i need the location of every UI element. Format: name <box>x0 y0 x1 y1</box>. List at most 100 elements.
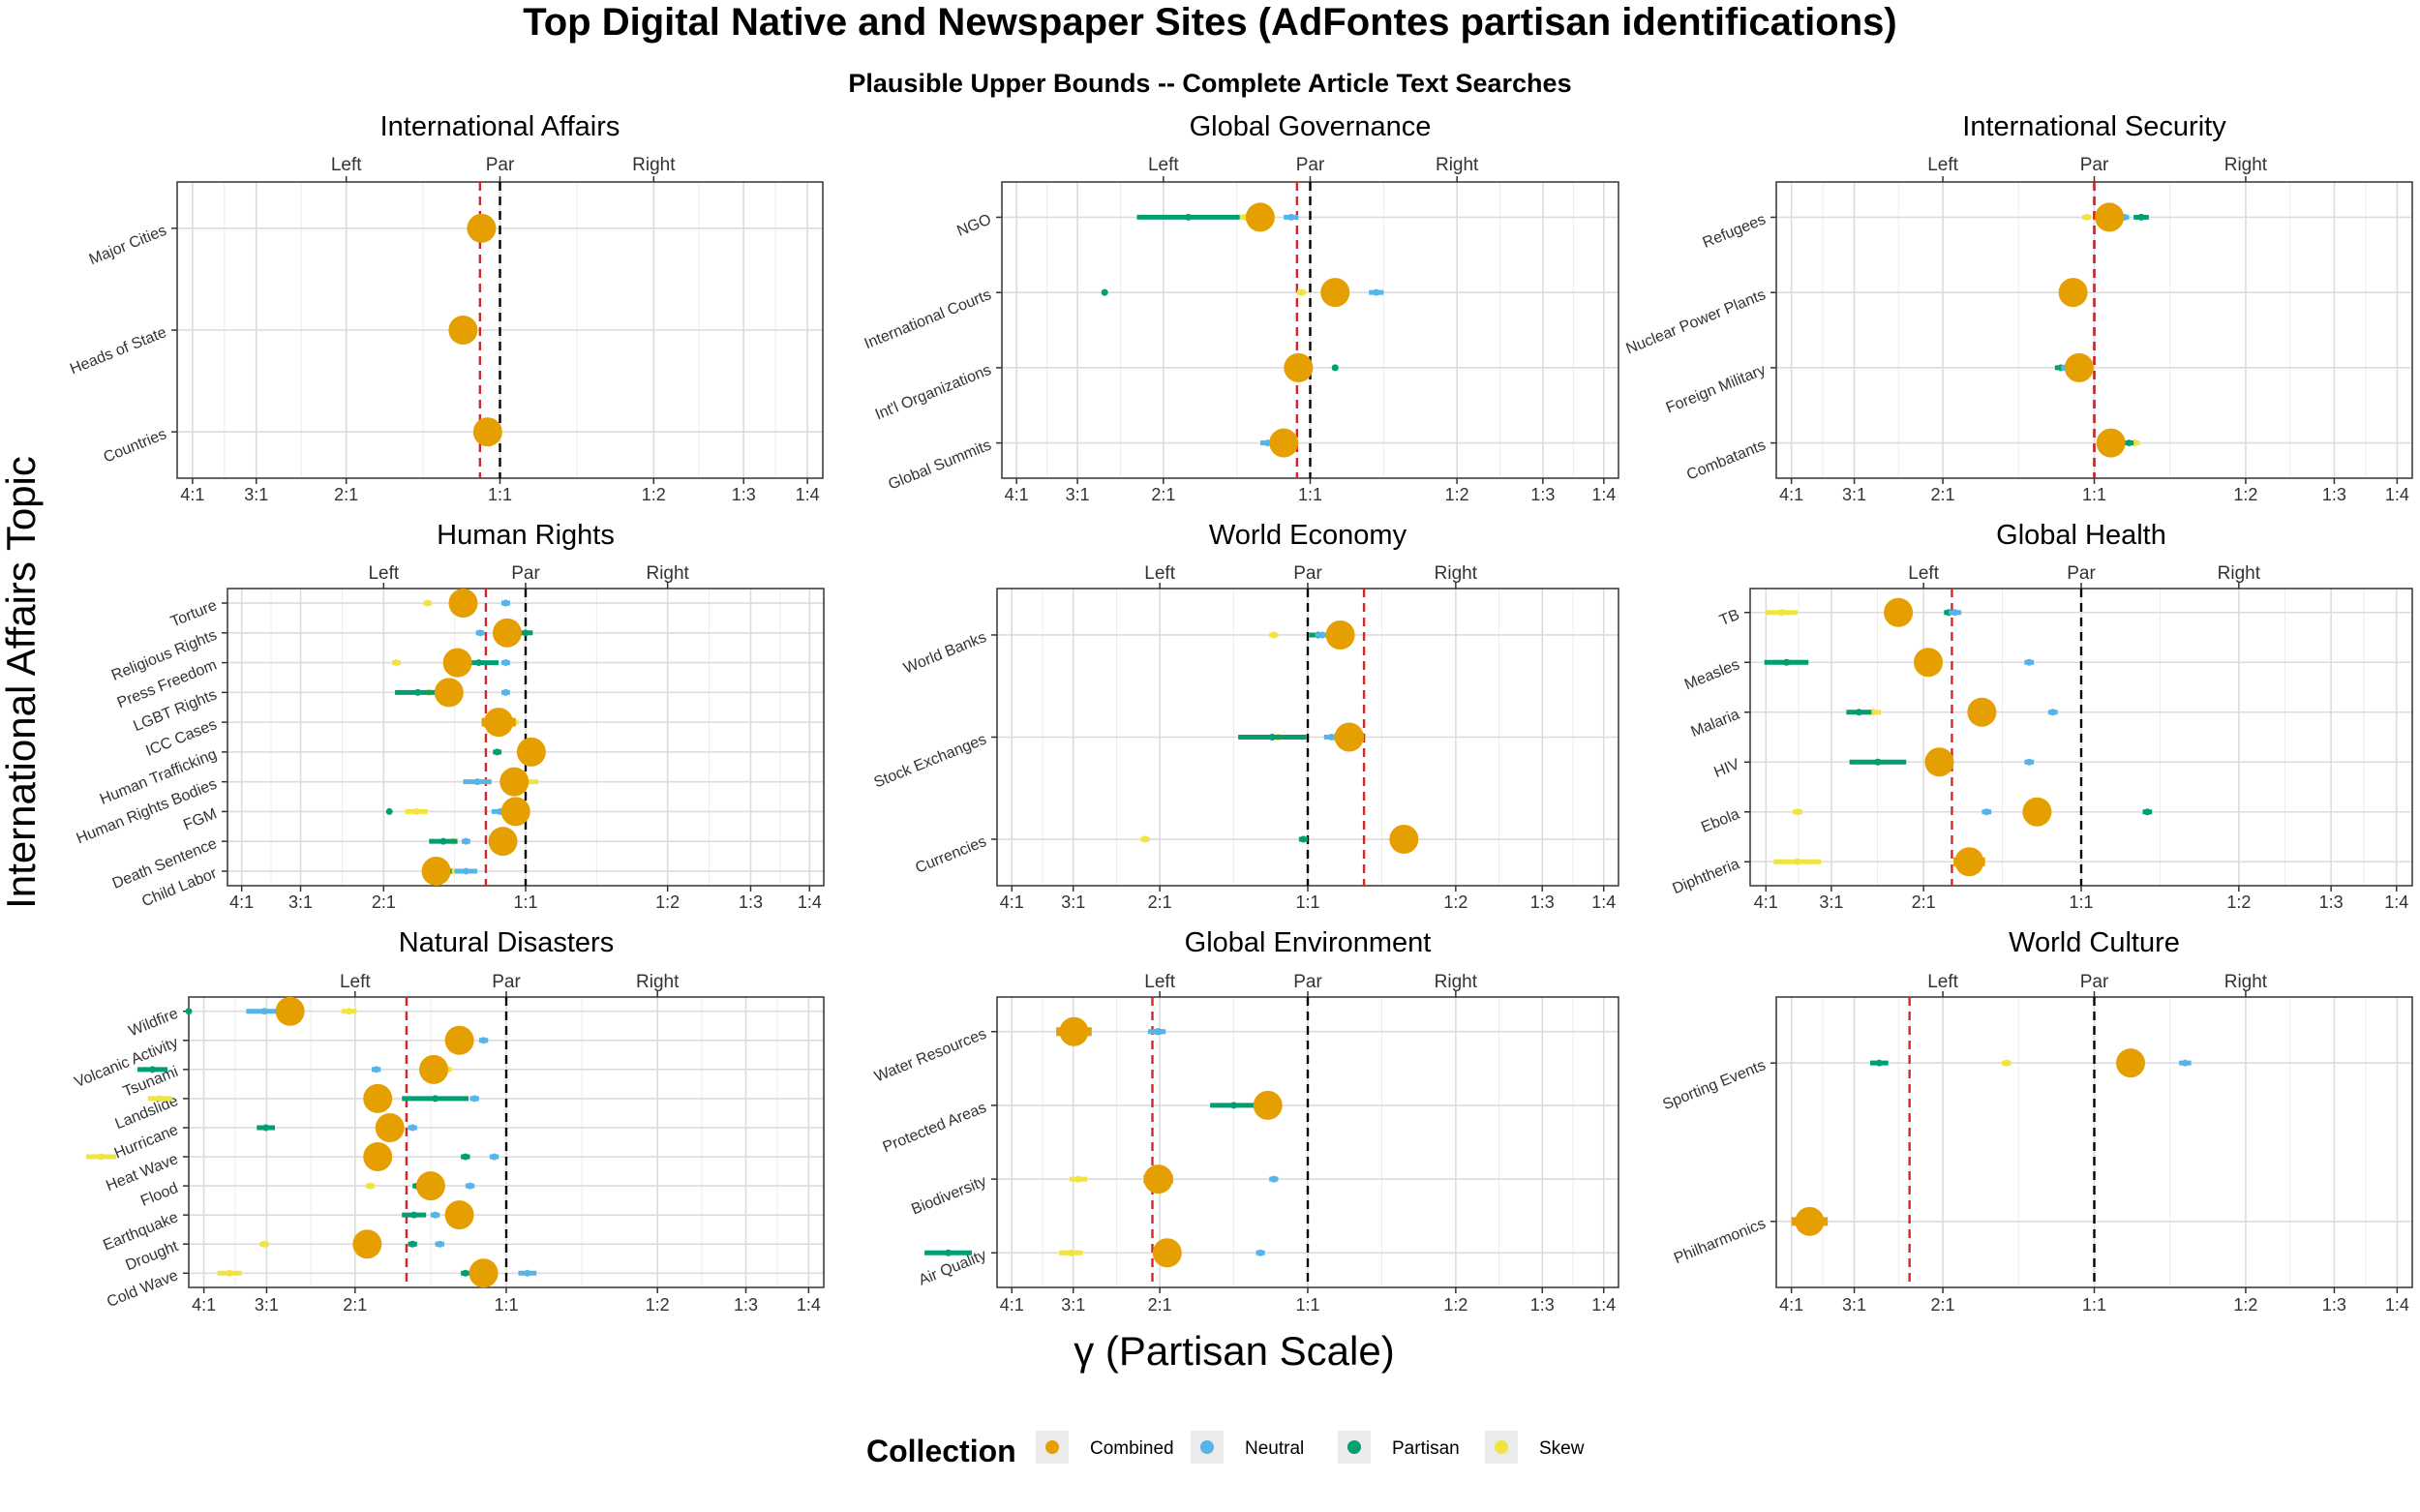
x-tick-label: 1:1 <box>513 892 537 912</box>
category-label-flood: Flood <box>138 1180 180 1210</box>
point-combined-drought <box>352 1229 382 1259</box>
panel-title: International Security <box>1962 111 2226 142</box>
point-combined-human-rights-bodies <box>499 767 529 797</box>
point-partisan-cold-wave <box>462 1269 469 1277</box>
x-tick-label: 4:1 <box>229 892 254 912</box>
point-combined-ebola <box>2022 797 2052 827</box>
point-skew-world-banks <box>1270 631 1278 639</box>
point-combined-global-summits <box>1269 428 1299 458</box>
x-tick-label: 4:1 <box>192 1295 216 1315</box>
point-combined-diphtheria <box>1954 847 1984 877</box>
x-tick-label: 2:1 <box>1148 892 1172 912</box>
top-label-par: Par <box>511 563 540 584</box>
category-label-diphtheria: Diphtheria <box>1671 856 1742 897</box>
top-label-left: Left <box>1908 563 1939 584</box>
point-neutral-landslide <box>470 1095 478 1103</box>
point-combined-fgm <box>500 797 530 827</box>
top-label-par: Par <box>486 155 515 175</box>
point-partisan-ebola <box>2143 808 2151 816</box>
x-tick-label: 1:3 <box>1530 485 1555 504</box>
point-neutral-death-sentence <box>462 837 469 845</box>
top-label-left: Left <box>1927 155 1958 175</box>
top-label-par: Par <box>2080 155 2109 175</box>
x-tick-label: 1:1 <box>488 485 512 504</box>
x-tick-label: 1:4 <box>1591 892 1616 912</box>
category-label-currencies: Currencies <box>913 833 988 877</box>
point-neutral-tb <box>1951 609 1959 617</box>
category-label-cold-wave: Cold Wave <box>105 1267 180 1311</box>
point-combined-protected-areas <box>1253 1090 1283 1120</box>
x-tick-label: 1:1 <box>1298 485 1322 504</box>
legend-item-combined: Combined <box>1036 1431 1174 1464</box>
x-tick-label: 1:3 <box>732 485 756 504</box>
x-tick-label: 1:4 <box>1591 1295 1616 1315</box>
point-skew-cold-wave <box>226 1269 233 1277</box>
point-partisan-combatants <box>2125 439 2133 447</box>
point-combined-refugees <box>2095 202 2125 232</box>
point-skew-sporting-events <box>2003 1059 2011 1067</box>
point-partisan-drought <box>408 1240 416 1248</box>
point-combined-tsunami <box>419 1054 449 1084</box>
top-label-right: Right <box>646 563 689 584</box>
x-tick-label: 1:1 <box>2082 485 2106 504</box>
point-combined-wildfire <box>275 996 305 1026</box>
x-tick-label: 1:2 <box>1445 485 1469 504</box>
point-combined-philharmonics <box>1795 1206 1825 1236</box>
point-combined-nuclear-power-plants <box>2058 278 2088 308</box>
top-label-left: Left <box>1144 563 1175 584</box>
point-skew-ebola <box>1794 808 1801 816</box>
x-tick-label: 1:4 <box>796 485 820 504</box>
x-tick-label: 1:2 <box>655 892 680 912</box>
point-partisan-sporting-events <box>1875 1059 1883 1067</box>
legend-item-partisan: Partisan <box>1338 1431 1460 1464</box>
point-combined-human-trafficking <box>516 737 546 767</box>
panel-world-economy: World Economy Left Par Right 4:1 3:1 2:1 1:1 1:2… <box>872 520 1619 912</box>
chart-subtitle: Plausible Upper Bounds -- Complete Artic… <box>848 69 1571 98</box>
category-label-fgm: FGM <box>181 805 219 833</box>
panel-world-culture: World Culture Left Par Right 4:1 3:1 2:1 1:1 1:2… <box>1660 927 2413 1315</box>
top-label-right: Right <box>632 155 676 175</box>
point-partisan-int-l-organizations <box>1331 364 1339 372</box>
legend-label: Skew <box>1539 1438 1585 1459</box>
panel-human-rights: Human Rights Left Par Right 4:1 3:1 2:1 1:1 1:2 1… <box>75 520 825 912</box>
panel-global-health: Global Health Left Par Right 4:1 3:1 2:1 1:1 1:2… <box>1671 520 2413 912</box>
point-partisan-stock-exchanges <box>1268 734 1276 741</box>
panel-title: Global Health <box>1996 520 2166 551</box>
legend-marker <box>1347 1440 1361 1454</box>
x-tick-label: 1:4 <box>1591 485 1616 504</box>
x-tick-label: 1:4 <box>2384 892 2408 912</box>
legend-item-skew: Skew <box>1485 1431 1585 1464</box>
x-tick-label: 1:2 <box>2233 485 2257 504</box>
top-label-par: Par <box>2080 972 2109 992</box>
top-label-par: Par <box>1293 563 1322 584</box>
point-skew-landslide <box>156 1095 164 1103</box>
point-skew-currencies <box>1141 835 1149 843</box>
x-tick-label: 1:1 <box>494 1295 518 1315</box>
point-partisan-fgm <box>385 807 393 815</box>
x-tick-label: 2:1 <box>372 892 396 912</box>
legend-label: Neutral <box>1245 1438 1304 1459</box>
point-combined-air-quality <box>1152 1238 1182 1268</box>
category-label-nuclear-power-plants: Nuclear Power Plants <box>1623 287 1768 357</box>
category-label-major-cities: Major Cities <box>87 223 169 268</box>
chart-title: Top Digital Native and Newspaper Sites (… <box>523 1 1896 44</box>
x-tick-label: 1:1 <box>1295 892 1319 912</box>
point-partisan-landslide <box>432 1095 439 1103</box>
top-label-right: Right <box>1435 972 1478 992</box>
category-label-world-banks: World Banks <box>901 629 988 678</box>
top-label-right: Right <box>1436 155 1479 175</box>
point-neutral-drought <box>436 1240 443 1248</box>
category-label-water-resources: Water Resources <box>872 1026 988 1086</box>
point-partisan-protected-areas <box>1230 1102 1238 1109</box>
x-tick-label: 3:1 <box>255 1295 279 1315</box>
legend-marker <box>1200 1440 1214 1454</box>
point-partisan-measles <box>1782 658 1790 666</box>
category-label-sporting-events: Sporting Events <box>1660 1057 1768 1113</box>
legend-label: Partisan <box>1392 1438 1460 1459</box>
point-skew-wildfire <box>346 1008 353 1015</box>
category-label-ngo: NGO <box>954 211 993 239</box>
point-skew-press-freedom <box>393 659 401 667</box>
point-neutral-press-freedom <box>501 659 509 667</box>
point-skew-biodiversity <box>1074 1175 1082 1183</box>
category-label-measles: Measles <box>1682 656 1742 693</box>
